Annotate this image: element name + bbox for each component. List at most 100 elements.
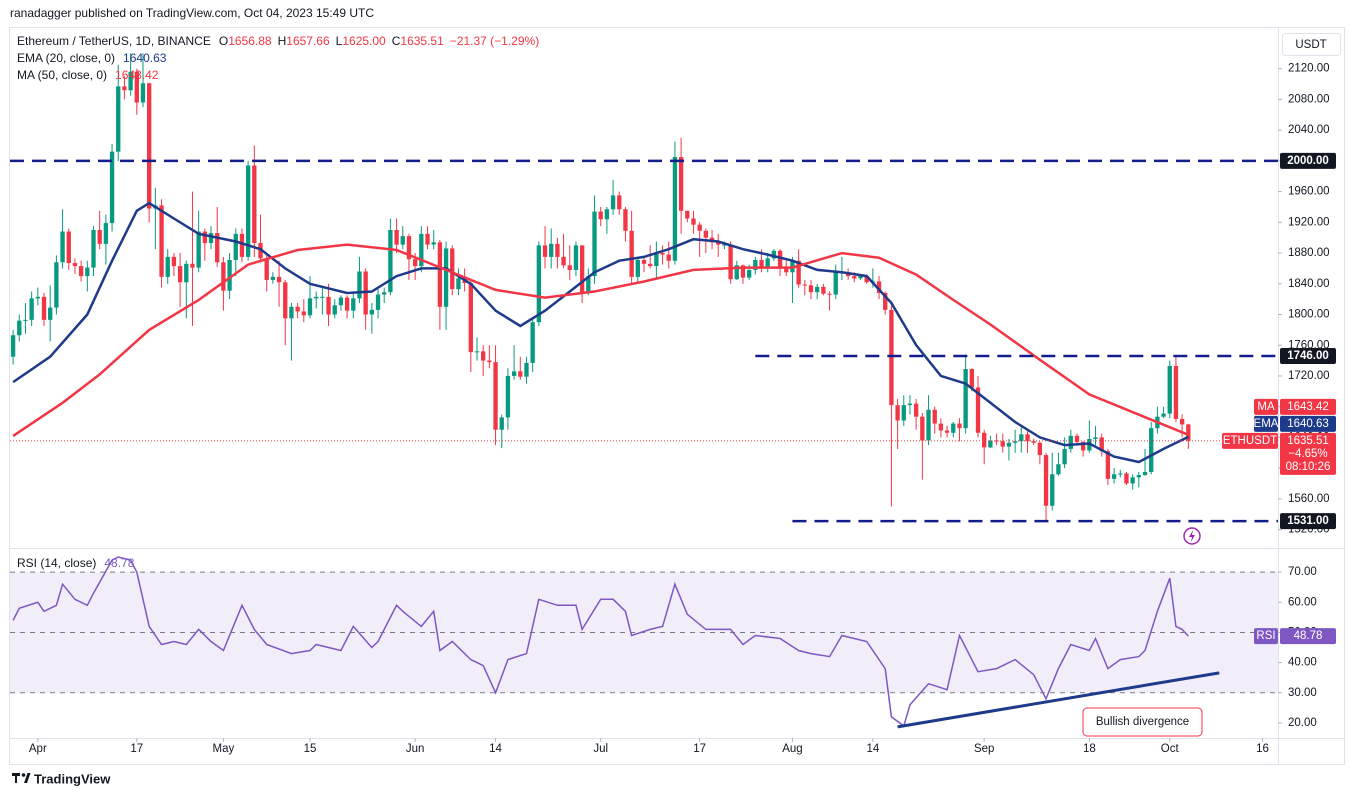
legend-value: 48.78 — [104, 556, 134, 570]
candle-body — [753, 259, 758, 270]
level-box — [1280, 152, 1336, 169]
candle-body — [957, 423, 962, 429]
x-tick-label: 18 — [1083, 743, 1096, 755]
candle-body — [1161, 413, 1166, 417]
level-box — [1280, 513, 1336, 530]
candle-body — [1068, 435, 1073, 449]
candle-body — [1105, 451, 1111, 479]
candle-body — [419, 233, 424, 267]
published-note: ranadagger published on TradingView.com,… — [10, 6, 374, 20]
candle-body — [431, 242, 436, 245]
annotation-text: Bullish divergence — [1096, 716, 1189, 728]
level-box — [1280, 347, 1336, 364]
candle-body — [963, 369, 968, 429]
candle-body — [184, 263, 189, 283]
candle-body — [202, 231, 208, 244]
candle-body — [722, 244, 727, 246]
ema-tag-label: EMA — [1254, 418, 1279, 430]
candle-body — [425, 233, 430, 245]
ohlc-label: O — [219, 34, 228, 48]
candle-body — [604, 209, 610, 220]
y-tick-label: 1560.00 — [1288, 493, 1330, 505]
x-tick-label: 15 — [304, 743, 317, 755]
candle-body — [536, 245, 542, 323]
candle-body — [672, 157, 678, 261]
currency-button[interactable] — [1282, 33, 1341, 56]
candle-body — [159, 205, 164, 277]
x-tick-label: Jul — [593, 743, 608, 755]
indicator-line — [12, 243, 1189, 437]
candle-body — [654, 253, 659, 267]
y-tick-label: 1960.00 — [1288, 186, 1330, 198]
rsi-value: 48.78 — [1294, 630, 1323, 642]
candle-body — [913, 403, 919, 417]
tradingview-logo — [12, 773, 31, 783]
x-tick-label: Jun — [406, 743, 425, 755]
candle-body — [549, 243, 554, 257]
candle-body — [641, 259, 647, 264]
candle-body — [289, 306, 294, 319]
brand: TradingView — [34, 771, 111, 786]
candle-body — [858, 276, 863, 279]
candle-body — [1167, 365, 1172, 414]
candle-body — [511, 371, 517, 376]
candle-body — [437, 242, 443, 307]
candle-body — [883, 292, 888, 310]
y-tick-label: 2120.00 — [1288, 63, 1330, 75]
candle-body — [41, 296, 47, 320]
indicator-line — [12, 201, 1189, 464]
candle-body — [60, 231, 65, 263]
candle-body — [1056, 464, 1061, 475]
candle-body — [907, 403, 913, 406]
ema-value-box — [1280, 415, 1336, 432]
y-tick-label: 1800.00 — [1288, 309, 1330, 321]
candle-body — [215, 233, 220, 263]
chart-frame — [9, 27, 1345, 765]
candle-body — [239, 233, 245, 257]
candle-body — [617, 195, 622, 210]
candle-body — [518, 371, 523, 377]
candle-body — [1062, 448, 1067, 465]
candle-body — [579, 245, 585, 293]
candle-body — [388, 230, 393, 293]
trendline — [897, 671, 1220, 729]
candle-body — [1050, 474, 1055, 506]
candle-body — [975, 387, 981, 433]
candle-body — [771, 250, 777, 259]
ema-value: 1640.63 — [1287, 418, 1329, 430]
candle-body — [1136, 475, 1141, 478]
candle-body — [400, 236, 405, 245]
candle-body — [852, 276, 857, 279]
candle-body — [678, 157, 684, 211]
candle-body — [1130, 477, 1135, 484]
candle-body — [1006, 442, 1012, 447]
candle-body — [320, 296, 325, 298]
candle-body — [493, 362, 498, 430]
alert-icon — [1183, 527, 1201, 545]
candle-body — [1080, 442, 1086, 451]
candle-body — [629, 230, 634, 277]
candle-body — [208, 233, 214, 244]
candle-body — [1179, 418, 1185, 425]
candle-body — [109, 151, 115, 224]
candle-body — [598, 211, 603, 220]
x-tick-label: Apr — [29, 743, 47, 755]
candle-body — [487, 360, 492, 363]
ohlc-label: L — [336, 34, 343, 48]
legend-entry: MA (50, close, 0) 1643.42 — [17, 68, 159, 82]
candle-body — [326, 296, 331, 315]
candle-body — [938, 423, 944, 431]
ma-tag — [1254, 398, 1278, 415]
candle-body — [1000, 441, 1005, 447]
ma-tag-label: MA — [1257, 401, 1275, 413]
candle-body — [759, 259, 764, 269]
price-countdown: 08:10:26 — [1286, 461, 1331, 473]
candle-body — [864, 276, 869, 283]
legend-value: 1643.42 — [115, 68, 159, 82]
candle-body — [969, 369, 974, 388]
level-label: 1531.00 — [1287, 515, 1329, 527]
level-label: 2000.00 — [1287, 155, 1329, 167]
candle-body — [1031, 441, 1036, 443]
